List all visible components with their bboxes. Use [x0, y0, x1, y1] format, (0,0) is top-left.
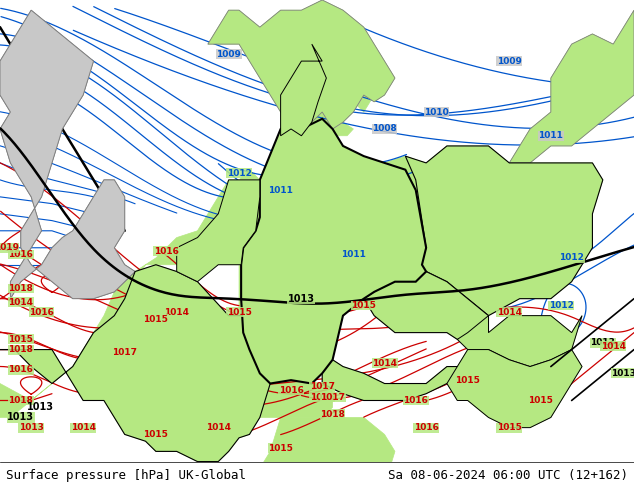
- Polygon shape: [447, 349, 582, 428]
- Text: 1015: 1015: [310, 392, 335, 402]
- Text: 1013: 1013: [611, 369, 634, 378]
- Text: 1010: 1010: [424, 107, 449, 117]
- Polygon shape: [241, 119, 426, 384]
- Polygon shape: [447, 349, 582, 428]
- Text: 1012: 1012: [549, 301, 574, 310]
- Text: 1015: 1015: [143, 430, 169, 439]
- Text: 1014: 1014: [206, 423, 231, 432]
- Text: 1016: 1016: [29, 308, 54, 317]
- Text: 1014: 1014: [497, 308, 522, 317]
- Text: 1014: 1014: [164, 308, 189, 317]
- Text: 1016: 1016: [414, 423, 439, 432]
- Polygon shape: [249, 417, 395, 490]
- Text: 1016: 1016: [403, 396, 428, 405]
- Polygon shape: [0, 265, 270, 462]
- Polygon shape: [0, 112, 426, 417]
- Text: 1013: 1013: [7, 413, 34, 422]
- Text: Sa 08-06-2024 06:00 UTC (12+162): Sa 08-06-2024 06:00 UTC (12+162): [387, 469, 628, 482]
- Polygon shape: [405, 146, 603, 316]
- Polygon shape: [457, 316, 582, 367]
- Text: 1016: 1016: [154, 246, 179, 256]
- Text: 1015: 1015: [268, 443, 293, 452]
- Text: 1009: 1009: [216, 50, 241, 59]
- Text: 1019: 1019: [0, 243, 19, 252]
- Polygon shape: [364, 271, 488, 340]
- Text: 1013: 1013: [590, 338, 615, 347]
- Polygon shape: [405, 146, 603, 316]
- Text: 1016: 1016: [278, 386, 304, 395]
- Polygon shape: [322, 349, 478, 400]
- Text: 1012: 1012: [226, 169, 252, 177]
- Text: 1015: 1015: [497, 423, 522, 432]
- Polygon shape: [0, 265, 270, 462]
- Text: 1012: 1012: [559, 253, 584, 263]
- Polygon shape: [0, 10, 135, 299]
- Text: 1015: 1015: [351, 301, 376, 310]
- Polygon shape: [208, 0, 395, 136]
- Text: 1009: 1009: [497, 56, 522, 66]
- Polygon shape: [281, 44, 327, 136]
- Polygon shape: [509, 10, 634, 163]
- Text: 1015: 1015: [528, 396, 553, 405]
- Text: 1018: 1018: [320, 410, 345, 418]
- Polygon shape: [509, 10, 634, 163]
- Text: 1016: 1016: [8, 250, 33, 259]
- Text: 1013: 1013: [288, 294, 315, 304]
- Polygon shape: [208, 0, 395, 136]
- Polygon shape: [457, 316, 582, 367]
- Text: 1015: 1015: [226, 308, 252, 317]
- Text: 1014: 1014: [8, 297, 34, 307]
- Polygon shape: [239, 373, 333, 417]
- Text: Surface pressure [hPa] UK-Global: Surface pressure [hPa] UK-Global: [6, 469, 247, 482]
- Text: 1016: 1016: [8, 366, 33, 374]
- Text: 1014: 1014: [372, 359, 397, 368]
- Text: 1018: 1018: [8, 284, 33, 293]
- Text: 1013: 1013: [19, 423, 44, 432]
- Text: 1017: 1017: [309, 382, 335, 392]
- Text: 1018: 1018: [8, 396, 33, 405]
- Polygon shape: [353, 88, 374, 112]
- Polygon shape: [177, 180, 260, 282]
- Polygon shape: [364, 271, 488, 340]
- Polygon shape: [322, 349, 478, 400]
- Text: 1013: 1013: [27, 402, 54, 412]
- Text: 1017: 1017: [112, 348, 137, 358]
- Text: 1015: 1015: [8, 335, 33, 344]
- Text: 1018: 1018: [8, 345, 33, 354]
- Text: 1015: 1015: [455, 376, 480, 385]
- Text: 1011: 1011: [341, 250, 366, 259]
- Polygon shape: [322, 119, 353, 136]
- Text: 1011: 1011: [538, 131, 563, 140]
- Polygon shape: [0, 10, 135, 299]
- Text: 1017: 1017: [320, 392, 345, 402]
- Text: 1014: 1014: [70, 423, 96, 432]
- Polygon shape: [281, 44, 327, 136]
- Text: 1011: 1011: [268, 186, 293, 195]
- Text: 1014: 1014: [600, 342, 626, 351]
- Text: 1015: 1015: [143, 315, 169, 323]
- Text: 1008: 1008: [372, 124, 397, 133]
